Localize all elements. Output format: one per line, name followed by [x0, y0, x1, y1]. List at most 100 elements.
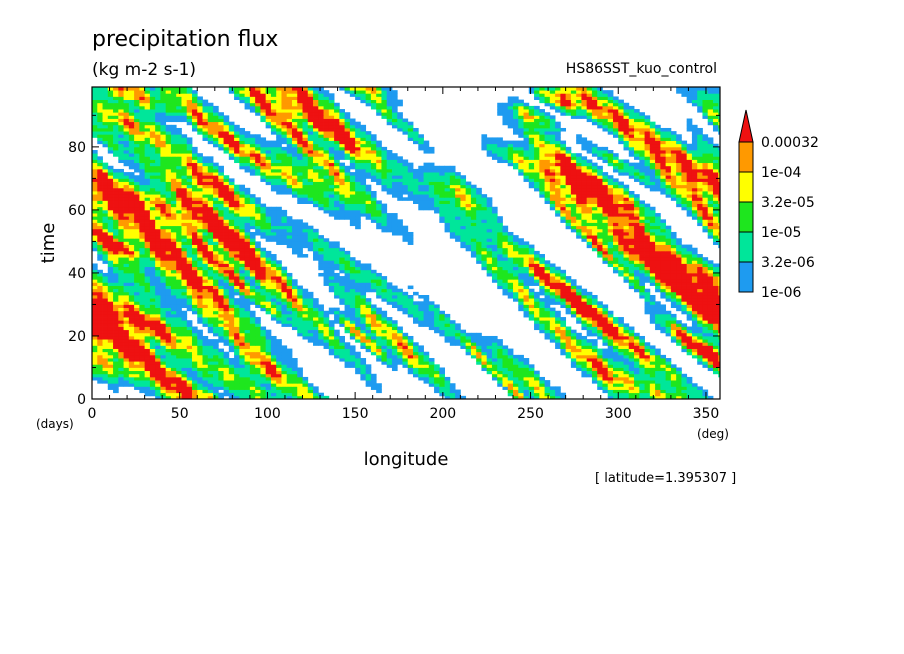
heatmap-cell: [160, 301, 167, 305]
heatmap-cell: [139, 364, 146, 368]
heatmap-cell: [134, 295, 140, 299]
heatmap-cell: [697, 291, 703, 296]
heatmap-cell: [207, 260, 214, 264]
heatmap-cell: [181, 313, 188, 318]
heatmap-cell: [523, 304, 530, 308]
heatmap-cell: [176, 209, 182, 214]
heatmap-cell: [170, 395, 177, 399]
heatmap-cell: [249, 288, 256, 293]
heatmap-cell: [191, 380, 198, 384]
heatmap-cell: [213, 313, 219, 318]
heatmap-cell: [676, 260, 682, 264]
heatmap-cell: [186, 386, 193, 390]
heatmap-cell: [134, 376, 140, 381]
heatmap-cell: [191, 373, 198, 378]
heatmap-cell: [581, 364, 588, 368]
heatmap-cell: [518, 304, 524, 308]
heatmap-cell: [165, 392, 172, 397]
heatmap-cell: [118, 329, 124, 334]
heatmap-cell: [313, 329, 319, 334]
heatmap-cell: [660, 329, 667, 334]
heatmap-cell: [218, 317, 224, 321]
heatmap-cell: [702, 332, 709, 337]
heatmap-cell: [555, 326, 561, 331]
heatmap-cell: [602, 247, 609, 252]
heatmap-cell: [560, 279, 567, 283]
heatmap-cell: [718, 361, 720, 365]
heatmap-cell: [470, 254, 477, 258]
heatmap-cell: [255, 329, 261, 334]
heatmap-cell: [555, 298, 561, 302]
heatmap-cell: [586, 222, 593, 227]
heatmap-cell: [134, 298, 140, 302]
heatmap-cell: [92, 342, 98, 346]
heatmap-cell: [218, 235, 224, 239]
heatmap-cell: [139, 206, 146, 211]
heatmap-cell: [565, 351, 572, 356]
heatmap-cell: [555, 266, 561, 271]
heatmap-cell: [355, 370, 361, 375]
heatmap-cell: [349, 257, 356, 261]
heatmap-cell: [628, 335, 635, 340]
heatmap-cell: [570, 361, 577, 365]
heatmap-cell: [207, 392, 214, 397]
heatmap-cell: [597, 329, 603, 334]
heatmap-cell: [276, 266, 282, 271]
heatmap-cell: [123, 358, 130, 362]
heatmap-cell: [513, 376, 519, 381]
heatmap-cell: [623, 370, 630, 375]
heatmap-cell: [191, 235, 198, 239]
heatmap-cell: [223, 250, 230, 255]
heatmap-cell: [92, 307, 98, 312]
heatmap-cell: [591, 216, 598, 220]
heatmap-cell: [144, 326, 151, 331]
heatmap-cell: [507, 285, 514, 290]
heatmap-cell: [144, 250, 151, 255]
heatmap-cell: [313, 389, 319, 394]
heatmap-cell: [213, 291, 219, 296]
heatmap-cell: [339, 323, 345, 327]
heatmap-cell: [281, 222, 288, 227]
heatmap-cell: [128, 263, 135, 268]
heatmap-cell: [265, 339, 272, 343]
heatmap-cell: [428, 373, 435, 378]
heatmap-cell: [318, 326, 324, 331]
heatmap-cell: [149, 282, 156, 286]
heatmap-cell: [297, 304, 303, 308]
heatmap-cell: [170, 364, 177, 368]
heatmap-cell: [418, 367, 424, 372]
heatmap-cell: [702, 351, 709, 356]
heatmap-cell: [686, 279, 693, 283]
heatmap-cell: [644, 304, 651, 308]
heatmap-cell: [502, 386, 509, 390]
heatmap-cell: [534, 373, 540, 378]
heatmap-cell: [702, 263, 709, 268]
heatmap-cell: [291, 298, 298, 302]
heatmap-cell: [213, 323, 219, 327]
heatmap-cell: [134, 307, 140, 312]
heatmap-cell: [707, 395, 714, 399]
heatmap-cell: [455, 216, 461, 220]
heatmap-cell: [612, 376, 619, 381]
heatmap-cell: [244, 335, 251, 340]
heatmap-cell: [686, 342, 693, 346]
heatmap-cell: [281, 291, 288, 296]
heatmap-cell: [665, 225, 672, 230]
heatmap-cell: [260, 254, 267, 258]
heatmap-cell: [634, 354, 640, 359]
heatmap-cell: [123, 373, 130, 378]
heatmap-cell: [697, 304, 703, 308]
heatmap-cell: [602, 238, 609, 242]
heatmap-cell: [149, 257, 156, 261]
heatmap-cell: [481, 247, 488, 252]
heatmap-cell: [676, 304, 682, 308]
heatmap-cell: [391, 304, 398, 308]
heatmap-cell: [591, 351, 598, 356]
heatmap-cell: [255, 241, 261, 245]
heatmap-cell: [660, 285, 667, 290]
heatmap-cell: [291, 361, 298, 365]
heatmap-cell: [134, 345, 140, 349]
heatmap-cell: [486, 231, 493, 236]
heatmap-cell: [181, 383, 188, 387]
heatmap-cell: [591, 380, 598, 384]
